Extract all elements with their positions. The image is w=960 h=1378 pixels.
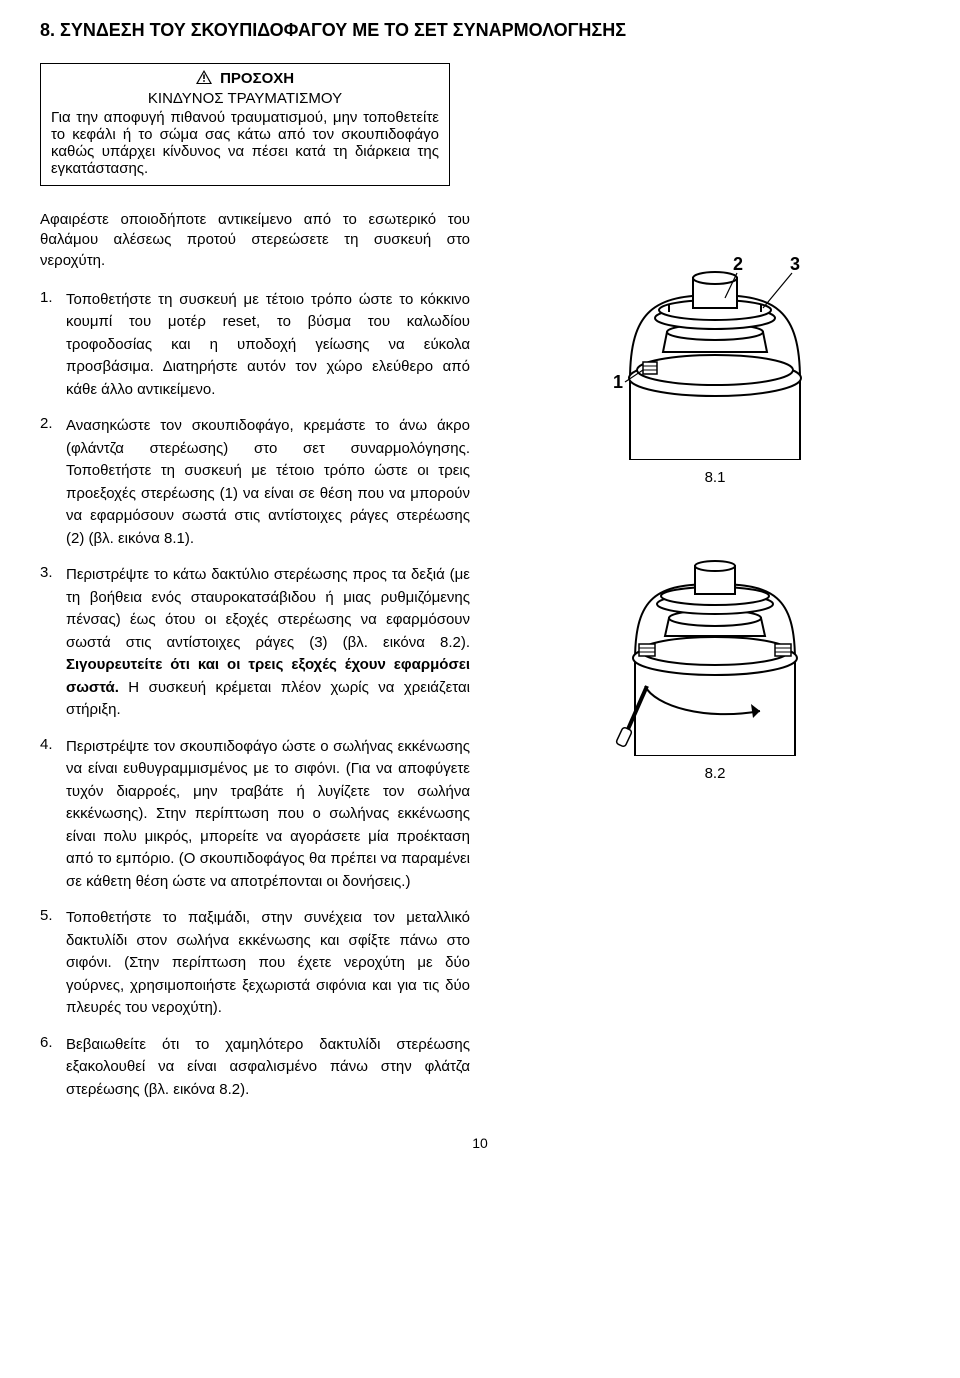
figure-caption: 8.1: [585, 469, 845, 486]
item-number: 2.: [40, 415, 66, 550]
item-text: Τοποθετήστε το παξιμάδι, στην συνέχεια τ…: [66, 907, 470, 1020]
list-item: 2. Ανασηκώστε τον σκουπιδοφάγο, κρεμάστε…: [40, 415, 470, 550]
figure-8-1: 2 3 1 8.1: [585, 240, 845, 486]
list-item: 3. Περιστρέψτε το κάτω δακτύλιο στερέωση…: [40, 564, 470, 722]
item-number: 4.: [40, 736, 66, 894]
warning-subtitle: ΚΙΝΔΥΝΟΣ ΤΡΑΥΜΑΤΙΣΜΟΥ: [51, 90, 439, 107]
text-column: Αφαιρέστε οποιοδήποτε αντικείμενο από το…: [40, 210, 470, 1115]
figure-label-1: 1: [613, 372, 623, 392]
figure-label-3: 3: [790, 254, 800, 274]
figure-caption: 8.2: [585, 765, 845, 782]
item-number: 3.: [40, 564, 66, 722]
item-text: Περιστρέψτε τον σκουπιδοφάγο ώστε ο σωλή…: [66, 736, 470, 894]
intro-text: Αφαιρέστε οποιοδήποτε αντικείμενο από το…: [40, 210, 470, 271]
figure-8-2: 8.2: [585, 536, 845, 782]
item-text: Περιστρέψτε το κάτω δακτύλιο στερέωσης π…: [66, 564, 470, 722]
page-number: 10: [40, 1135, 920, 1151]
list-item: 4. Περιστρέψτε τον σκουπιδοφάγο ώστε ο σ…: [40, 736, 470, 894]
section-title: 8. ΣΥΝΔΕΣΗ ΤΟΥ ΣΚΟΥΠΙΔΟΦΑΓΟΥ ΜΕ ΤΟ ΣΕΤ Σ…: [40, 20, 920, 41]
warning-header: ΠΡΟΣΟΧΗ: [51, 70, 439, 88]
warning-body: Για την αποφυγή πιθανού τραυματισμού, μη…: [51, 109, 439, 177]
list-item: 1. Τοποθετήστε τη συσκευή με τέτοιο τρόπ…: [40, 289, 470, 402]
warning-box: ΠΡΟΣΟΧΗ ΚΙΝΔΥΝΟΣ ΤΡΑΥΜΑΤΙΣΜΟΥ Για την απ…: [40, 63, 450, 186]
item-text: Ανασηκώστε τον σκουπιδοφάγο, κρεμάστε το…: [66, 415, 470, 550]
figure-label-2: 2: [733, 254, 743, 274]
item-text: Τοποθετήστε τη συσκευή με τέτοιο τρόπο ώ…: [66, 289, 470, 402]
figure-column: 2 3 1 8.1: [510, 210, 920, 1115]
item-number: 5.: [40, 907, 66, 1020]
warning-label: ΠΡΟΣΟΧΗ: [220, 70, 294, 87]
warning-icon: [196, 70, 212, 88]
list-item: 5. Τοποθετήστε το παξιμάδι, στην συνέχει…: [40, 907, 470, 1020]
content: Αφαιρέστε οποιοδήποτε αντικείμενο από το…: [40, 210, 920, 1115]
item-text: Βεβαιωθείτε ότι το χαμηλότερο δακτυλίδι …: [66, 1034, 470, 1102]
item-number: 6.: [40, 1034, 66, 1102]
item-number: 1.: [40, 289, 66, 402]
list-item: 6. Βεβαιωθείτε ότι το χαμηλότερο δακτυλί…: [40, 1034, 470, 1102]
